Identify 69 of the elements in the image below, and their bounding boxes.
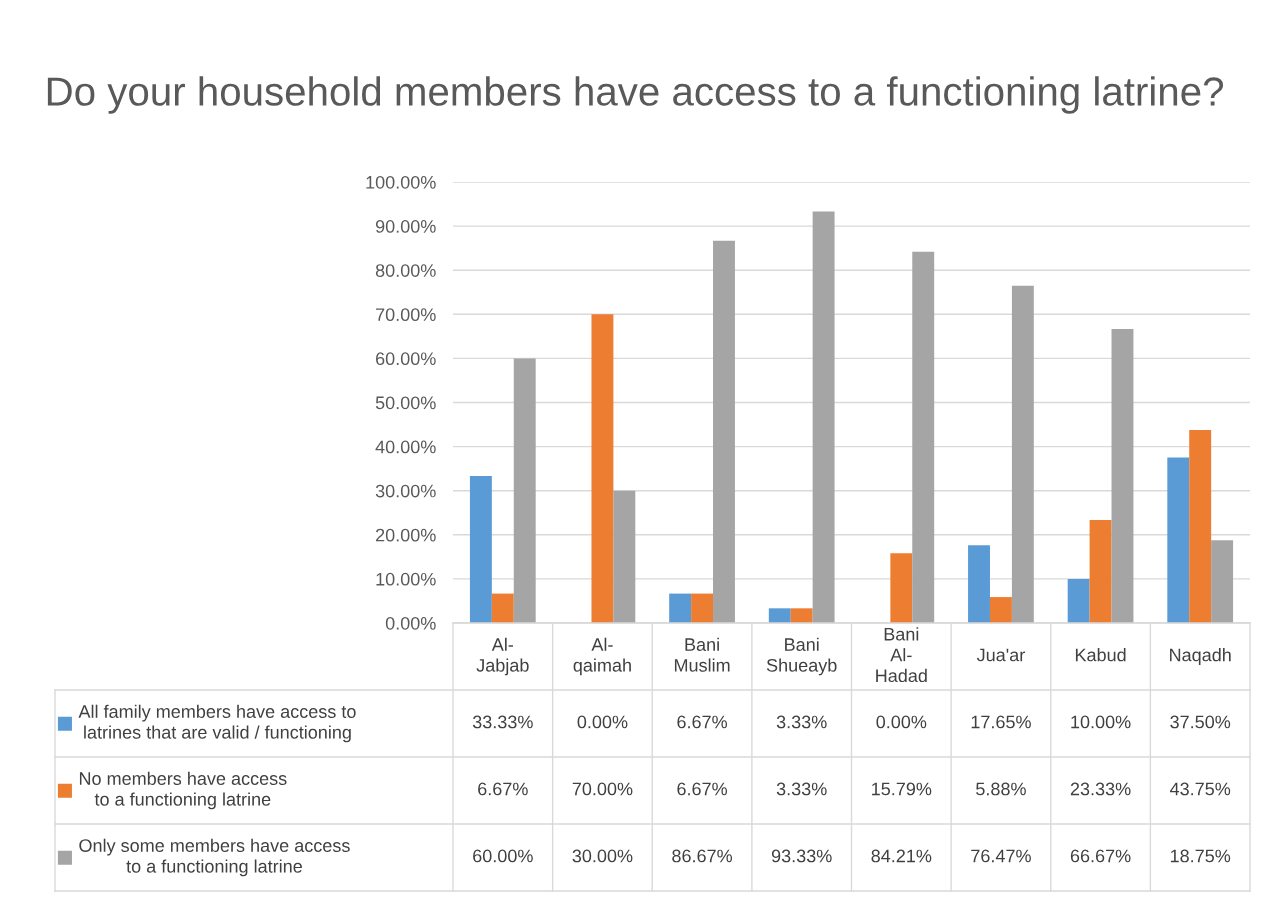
y-tick-label: 20.00% bbox=[376, 528, 436, 542]
y-tick-label: 50.00% bbox=[375, 396, 436, 410]
data-label: 30.00% bbox=[572, 849, 633, 863]
bar bbox=[469, 476, 492, 623]
y-tick-label: 100.00% bbox=[366, 175, 436, 189]
bar bbox=[968, 545, 990, 623]
x-tick-label: Jua'ar bbox=[976, 648, 1025, 662]
bar bbox=[989, 597, 1012, 623]
data-label: 93.33% bbox=[771, 849, 832, 863]
bar bbox=[491, 593, 514, 623]
bar bbox=[513, 358, 536, 623]
legend-label: All family members have access to latrines that are valid / functioning bbox=[78, 704, 356, 743]
data-label: 6.67% bbox=[677, 715, 728, 729]
y-tick-label: 60.00% bbox=[376, 352, 436, 366]
data-label: 0.00% bbox=[876, 715, 927, 729]
y-tick-label: 10.00% bbox=[376, 572, 436, 586]
y-tick-label: 90.00% bbox=[375, 220, 436, 233]
data-label: 3.33% bbox=[776, 782, 827, 796]
chart-title: Do your household members have access to a functioning latrine? bbox=[47, 76, 1224, 114]
data-label: 6.67% bbox=[677, 782, 728, 796]
legend-label: Only some members have access to a functioning latrine bbox=[79, 838, 350, 877]
x-tick-label: Al-Jabjab bbox=[476, 637, 529, 676]
data-label: 60.00% bbox=[473, 849, 533, 863]
data-label: 37.50% bbox=[1170, 715, 1231, 729]
x-tick-label: Bani Al-Hadad bbox=[876, 627, 927, 683]
bar bbox=[768, 608, 791, 623]
bar bbox=[790, 608, 813, 623]
bar bbox=[1211, 540, 1234, 623]
data-label: 43.75% bbox=[1169, 782, 1231, 796]
bar bbox=[1089, 520, 1112, 623]
data-label: 84.21% bbox=[871, 849, 932, 863]
x-tick-label: Bani Shueayb bbox=[766, 637, 837, 676]
bar bbox=[591, 314, 614, 623]
bar bbox=[1167, 457, 1190, 623]
y-tick-label: 0.00% bbox=[385, 616, 436, 630]
data-label: 0.00% bbox=[577, 715, 628, 729]
data-label: 15.79% bbox=[872, 782, 932, 796]
data-label: 18.75% bbox=[1170, 849, 1231, 863]
bar bbox=[713, 240, 735, 623]
data-label: 76.47% bbox=[971, 849, 1031, 863]
bar bbox=[912, 251, 935, 623]
data-label: 70.00% bbox=[572, 782, 633, 796]
data-label: 6.67% bbox=[478, 782, 528, 796]
y-tick-label: 30.00% bbox=[375, 484, 436, 498]
x-tick-label: Bani Muslim bbox=[674, 637, 730, 672]
bar bbox=[1189, 430, 1212, 623]
bar bbox=[669, 593, 692, 623]
bar bbox=[890, 553, 913, 623]
data-label: 5.88% bbox=[976, 782, 1026, 796]
y-tick-label: 70.00% bbox=[376, 308, 436, 322]
x-tick-label: Naqadh bbox=[1170, 648, 1231, 665]
data-label: 23.33% bbox=[1070, 782, 1131, 796]
bar bbox=[691, 593, 714, 623]
y-tick-label: 80.00% bbox=[375, 264, 436, 277]
data-label: 33.33% bbox=[472, 715, 533, 729]
data-label: 66.67% bbox=[1070, 849, 1131, 863]
data-label: 17.65% bbox=[971, 715, 1031, 729]
bar bbox=[1111, 328, 1134, 623]
x-tick-label: Al-qaimah bbox=[573, 637, 631, 676]
data-label: 3.33% bbox=[776, 715, 827, 729]
bar bbox=[1067, 578, 1090, 623]
y-tick-label: 40.00% bbox=[375, 440, 436, 454]
bar bbox=[812, 211, 835, 623]
data-label: 86.67% bbox=[672, 849, 733, 863]
bar bbox=[613, 490, 636, 623]
legend-label: No members have access to a functioning latrine bbox=[79, 771, 287, 810]
x-tick-label: Kabud bbox=[1075, 648, 1126, 662]
bar bbox=[1011, 285, 1034, 623]
data-label: 10.00% bbox=[1071, 715, 1131, 729]
